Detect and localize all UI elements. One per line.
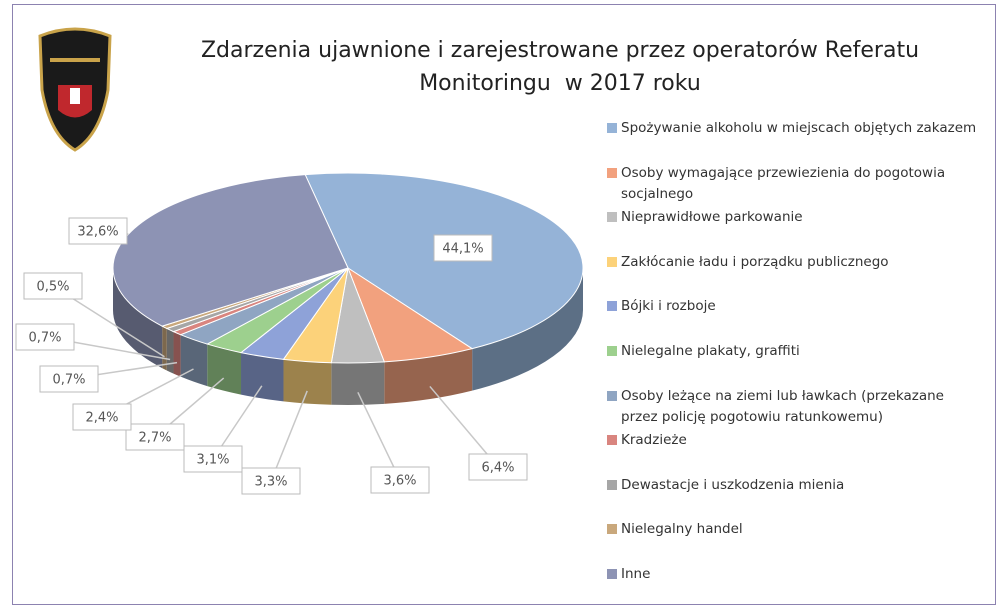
legend-swatch: [607, 569, 617, 579]
data-label-box: [39, 365, 99, 393]
legend-swatch: [607, 167, 617, 178]
legend-label: Inne: [621, 566, 651, 582]
data-label-box: [15, 323, 75, 351]
legend-item: Osoby wymagające przewiezienia do pogoto…: [607, 163, 982, 205]
legend-label: Dewastacje i uszkodzenia mienia: [621, 476, 845, 493]
data-label: 3,1%: [196, 453, 229, 468]
legend-item: Nielegalne plakaty, graffiti: [607, 341, 982, 362]
data-label-box: [183, 445, 243, 473]
legend-item: Bójki i rozboje: [607, 296, 982, 317]
data-label: 0,7%: [52, 373, 85, 388]
data-label: 3,6%: [383, 474, 416, 489]
data-label: 2,4%: [85, 411, 118, 426]
legend-label: Nielegalne plakaty, graffiti: [621, 343, 800, 359]
legend-label: Osoby wymagające przewiezienia do pogoto…: [621, 164, 946, 202]
legend-item: Spożywanie alkoholu w miejscach objętych…: [607, 118, 982, 139]
slice-side: [384, 348, 473, 404]
slice-side: [166, 328, 174, 374]
data-label: 6,4%: [481, 461, 514, 476]
slice: [112, 174, 349, 327]
legend-swatch: [607, 256, 617, 267]
data-label-box: [433, 234, 493, 262]
data-label: 3,3%: [254, 475, 287, 490]
data-label: 32,6%: [77, 225, 118, 240]
legend-label: Osoby leżące na ziemi lub ławkach (przek…: [621, 387, 944, 425]
slice-side: [112, 268, 163, 369]
data-label-box: [370, 466, 430, 494]
data-label-box: [23, 272, 83, 300]
data-label: 0,7%: [28, 331, 61, 346]
data-label: 2,7%: [138, 431, 171, 446]
legend-swatch: [607, 301, 617, 312]
data-label-box: [72, 403, 132, 431]
chart-border: [12, 4, 996, 605]
legend-swatch: [607, 479, 617, 490]
legend-label: Zakłócanie ładu i porządku publicznego: [621, 253, 889, 270]
legend-swatch: [607, 123, 617, 133]
logo: [38, 27, 112, 152]
data-label-box: [125, 423, 185, 451]
legend-swatch: [607, 435, 617, 446]
legend-item: Kradzieże: [607, 430, 982, 451]
slice-side: [207, 344, 242, 395]
legend-label: Kradzieże: [621, 432, 687, 449]
legend-item: Nielegalny handel: [607, 519, 982, 540]
leader-line: [270, 390, 308, 482]
data-label-box: [241, 467, 301, 495]
slice-side: [283, 359, 332, 405]
legend-swatch: [607, 524, 617, 535]
data-label: 0,5%: [36, 280, 69, 295]
legend-item: Inne: [607, 564, 982, 585]
legend-label: Nielegalny handel: [621, 521, 743, 538]
legend-label: Bójki i rozboje: [621, 298, 716, 315]
slice-side: [180, 334, 208, 387]
data-label: 44,1%: [442, 242, 483, 257]
legend-label: Spożywanie alkoholu w miejscach objętych…: [621, 120, 977, 136]
legend-swatch: [607, 390, 617, 401]
legend-item: Zakłócanie ładu i porządku publicznego: [607, 252, 982, 273]
slice-side: [331, 361, 385, 406]
data-label-box: [468, 453, 528, 481]
slice-side: [173, 331, 181, 377]
slice-side: [241, 352, 284, 402]
legend-swatch: [607, 346, 617, 356]
data-label-box: [68, 217, 128, 245]
legend-item: Nieprawidłowe parkowanie: [607, 207, 982, 228]
legend-label: Nieprawidłowe parkowanie: [621, 209, 803, 226]
legend-swatch: [607, 212, 617, 223]
leader-line: [357, 391, 401, 481]
legend-item: Dewastacje i uszkodzenia mienia: [607, 475, 982, 496]
chart-title: Zdarzenia ujawnione i zarejestrowane prz…: [200, 38, 927, 96]
legend-item: Osoby leżące na ziemi lub ławkach (przek…: [607, 386, 982, 428]
